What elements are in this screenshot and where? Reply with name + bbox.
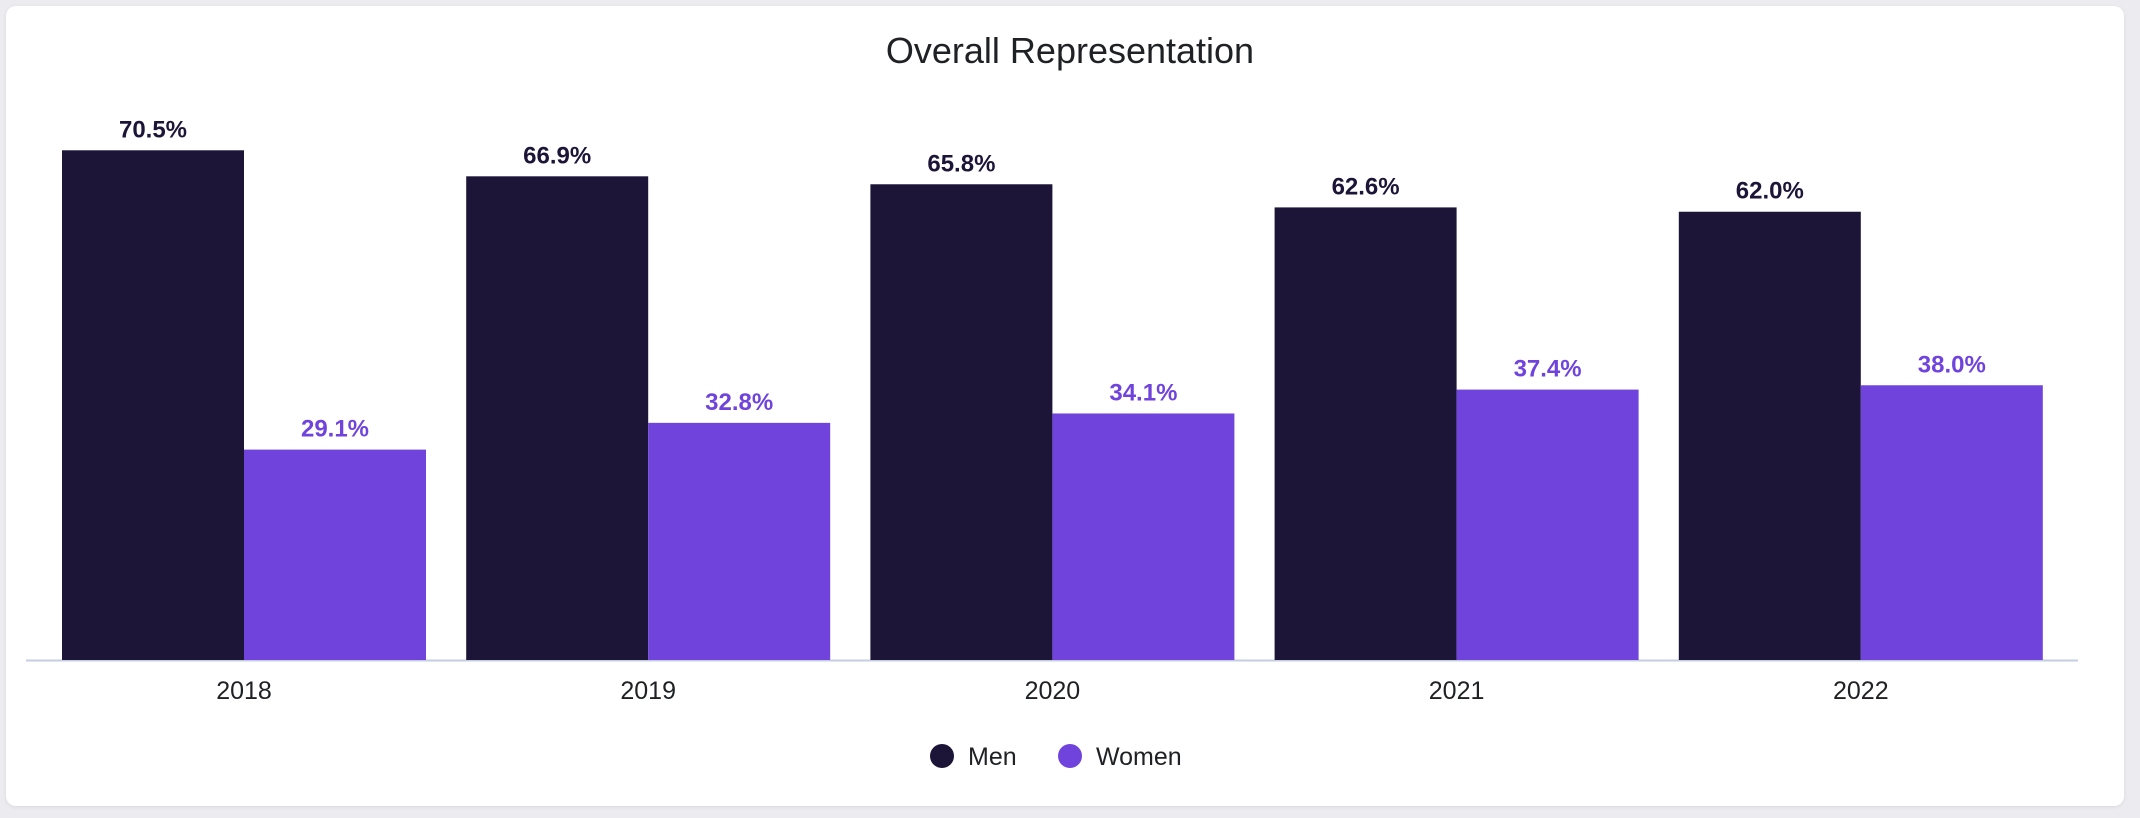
data-label-women-2021: 37.4% xyxy=(1514,356,1582,383)
data-label-men-2020: 65.8% xyxy=(927,150,995,177)
x-tick-label-2019: 2019 xyxy=(620,677,676,705)
data-label-men-2019: 66.9% xyxy=(523,142,591,169)
bar-women-2018 xyxy=(244,449,426,660)
chart-title: Overall Representation xyxy=(886,30,1254,71)
data-label-men-2022: 62.0% xyxy=(1736,178,1804,205)
data-label-women-2018: 29.1% xyxy=(301,416,369,443)
legend: Men Women xyxy=(930,743,1182,771)
x-tick-label-2022: 2022 xyxy=(1833,677,1889,705)
x-tick-label-2021: 2021 xyxy=(1429,677,1485,705)
bar-women-2019 xyxy=(648,422,831,660)
legend-label-men: Men xyxy=(968,743,1017,771)
data-labels-group: 70.5% 29.1% 66.9% 32.8% 65.8% 34.1% 62.6% 37.4%… xyxy=(119,116,1986,442)
x-tick-label-2020: 2020 xyxy=(1025,677,1081,705)
bar-women-2020 xyxy=(1052,413,1235,660)
bar-men-2018 xyxy=(62,150,244,660)
data-label-men-2018: 70.5% xyxy=(119,116,187,143)
data-label-women-2019: 32.8% xyxy=(705,389,773,416)
bar-men-2020 xyxy=(870,184,1053,661)
data-label-women-2022: 38.0% xyxy=(1918,351,1986,378)
bar-men-2019 xyxy=(466,176,649,661)
bar-women-2021 xyxy=(1456,389,1639,660)
data-label-men-2021: 62.6% xyxy=(1332,173,1400,200)
bars-group xyxy=(62,150,2043,661)
legend-marker-women xyxy=(1058,744,1082,768)
legend-label-women: Women xyxy=(1096,743,1182,771)
data-label-women-2020: 34.1% xyxy=(1109,379,1177,406)
bar-men-2021 xyxy=(1274,207,1457,661)
bar-women-2022 xyxy=(1860,385,2043,660)
x-tick-label-2018: 2018 xyxy=(216,677,272,705)
bar-men-2022 xyxy=(1678,211,1861,661)
x-tick-labels-group: 2018 2019 2020 2021 2022 xyxy=(216,677,1888,705)
legend-marker-men xyxy=(930,744,954,768)
